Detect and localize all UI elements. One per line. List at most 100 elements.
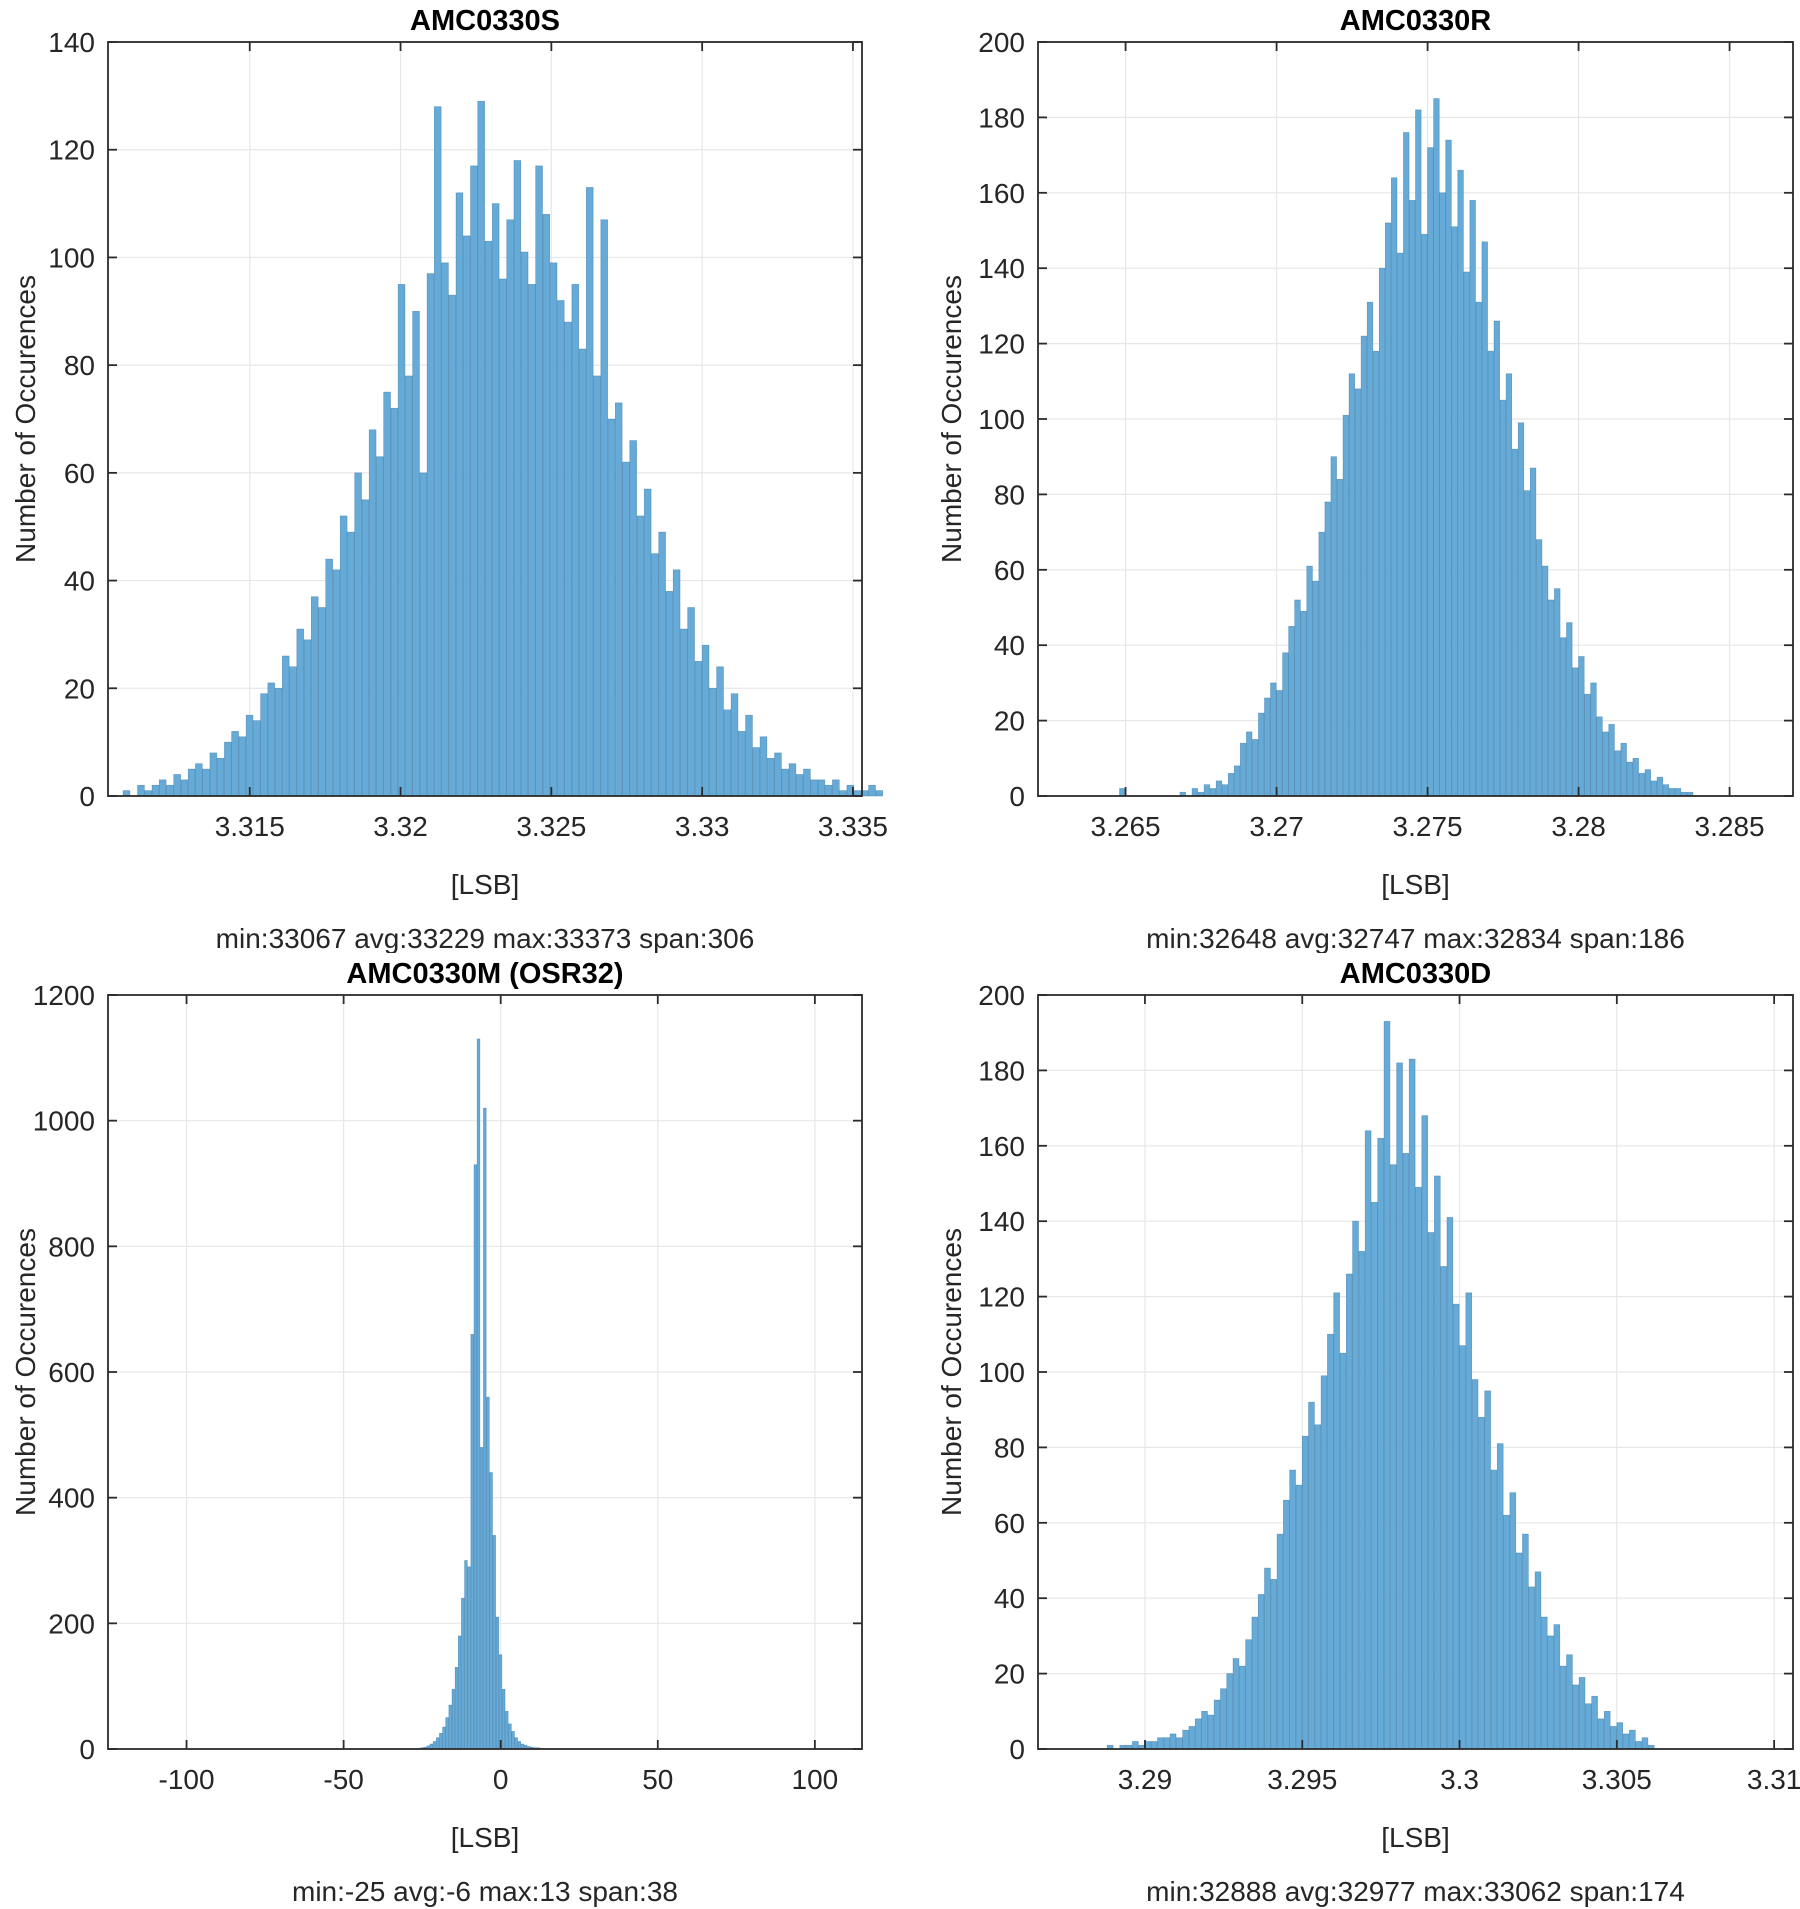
histogram-bar — [1379, 268, 1385, 796]
histogram-bar — [1258, 713, 1264, 796]
histogram-bar — [565, 322, 572, 796]
histogram-bar — [1290, 1470, 1296, 1749]
histogram-bar — [1497, 1444, 1503, 1749]
histogram-bar — [1120, 788, 1126, 796]
histogram-bar — [1373, 351, 1379, 796]
histogram-bar — [869, 785, 876, 796]
histogram-bar — [518, 1741, 521, 1749]
histogram-bar — [1340, 1353, 1346, 1749]
histogram-bar — [1246, 732, 1252, 796]
histogram-bar — [1271, 1579, 1277, 1749]
svg-text:3.325: 3.325 — [516, 811, 586, 842]
svg-text:800: 800 — [48, 1231, 95, 1262]
histogram-bar — [138, 785, 145, 796]
histogram-bar — [1222, 785, 1228, 796]
svg-text:200: 200 — [48, 1608, 95, 1639]
histogram-bar — [239, 737, 246, 796]
histogram-bar — [811, 780, 818, 796]
svg-text:400: 400 — [48, 1483, 95, 1514]
histogram-bar — [543, 214, 550, 796]
svg-text:0: 0 — [493, 1764, 509, 1795]
histogram-bar — [1592, 1696, 1598, 1749]
histogram-bar — [1639, 773, 1645, 796]
histogram-bar — [290, 667, 297, 796]
histogram-bar — [268, 683, 275, 796]
histogram-bar — [615, 403, 622, 796]
histogram-bar — [362, 500, 369, 796]
histogram-bar — [659, 532, 666, 796]
chart-title: AMC0330R — [1038, 4, 1793, 38]
histogram-bar — [1548, 600, 1554, 796]
histogram-bar — [1548, 1636, 1554, 1749]
histogram-bar — [210, 753, 217, 796]
histogram-bar — [1453, 1304, 1459, 1749]
histogram-bar — [1367, 302, 1373, 796]
y-axis-label: Number of Occurences — [10, 1228, 42, 1516]
histogram-bar — [1464, 272, 1470, 796]
histogram-bar — [384, 392, 391, 796]
histogram-bar — [1252, 1617, 1258, 1749]
histogram-bar — [876, 791, 883, 796]
histogram-bar — [1627, 762, 1633, 796]
histogram-bar — [1482, 242, 1488, 796]
histogram-bar — [449, 1705, 452, 1749]
histogram-bar — [442, 263, 449, 796]
histogram-bar — [1488, 351, 1494, 796]
svg-text:200: 200 — [978, 980, 1025, 1011]
histogram-bar — [1384, 1021, 1390, 1749]
histogram-bar — [261, 694, 268, 796]
histogram-bar — [1353, 1221, 1359, 1749]
svg-text:100: 100 — [978, 1357, 1025, 1388]
histogram-bar — [369, 430, 376, 796]
svg-text:180: 180 — [978, 102, 1025, 133]
histogram-bar — [1192, 788, 1198, 796]
histogram-bar — [651, 554, 658, 796]
histogram-bar — [1603, 732, 1609, 796]
histogram-bar — [1409, 1059, 1415, 1749]
histogram-bar — [514, 160, 521, 796]
histogram-bar — [455, 1667, 458, 1749]
histogram-bar — [1494, 321, 1500, 796]
histogram-bar — [1458, 170, 1464, 796]
svg-text:80: 80 — [994, 1432, 1025, 1463]
histogram-bar — [1645, 770, 1651, 796]
histogram-bar — [181, 780, 188, 796]
histogram-bar — [1633, 758, 1639, 796]
chart-title: AMC0330S — [108, 4, 862, 38]
histogram-bar — [427, 274, 434, 796]
histogram-bar — [1183, 1730, 1189, 1749]
histogram-bar — [731, 694, 738, 796]
histogram-bar — [1560, 1666, 1566, 1749]
histogram-bar — [456, 193, 463, 796]
svg-text:3.3: 3.3 — [1440, 1764, 1479, 1795]
svg-text:0: 0 — [79, 1734, 95, 1765]
histogram-bar — [1361, 336, 1367, 796]
histogram-bar — [326, 559, 333, 796]
histogram-bar — [1240, 743, 1246, 796]
svg-text:3.335: 3.335 — [818, 811, 888, 842]
histogram-bar — [1422, 234, 1428, 796]
histogram-bar — [1530, 468, 1536, 796]
histogram-bar — [405, 376, 412, 796]
svg-text:50: 50 — [642, 1764, 673, 1795]
histogram-bar — [436, 1738, 439, 1749]
histogram-bar — [1378, 1138, 1384, 1749]
svg-text:3.275: 3.275 — [1393, 811, 1463, 842]
histogram-bar — [391, 408, 398, 796]
histogram-bar — [1195, 1719, 1201, 1749]
x-axis-label: [LSB] — [108, 868, 862, 902]
histogram-bar — [1472, 1380, 1478, 1749]
x-axis-label: [LSB] — [1038, 868, 1793, 902]
histogram-bar — [1434, 99, 1440, 796]
stats-caption: min:-25 avg:-6 max:13 span:38 — [85, 1875, 885, 1909]
chart-title: AMC0330M (OSR32) — [108, 957, 862, 991]
histogram-bar — [319, 608, 326, 797]
histogram-bar — [471, 1334, 474, 1749]
histogram-bar — [1321, 1376, 1327, 1749]
histogram-bar — [1428, 148, 1434, 796]
